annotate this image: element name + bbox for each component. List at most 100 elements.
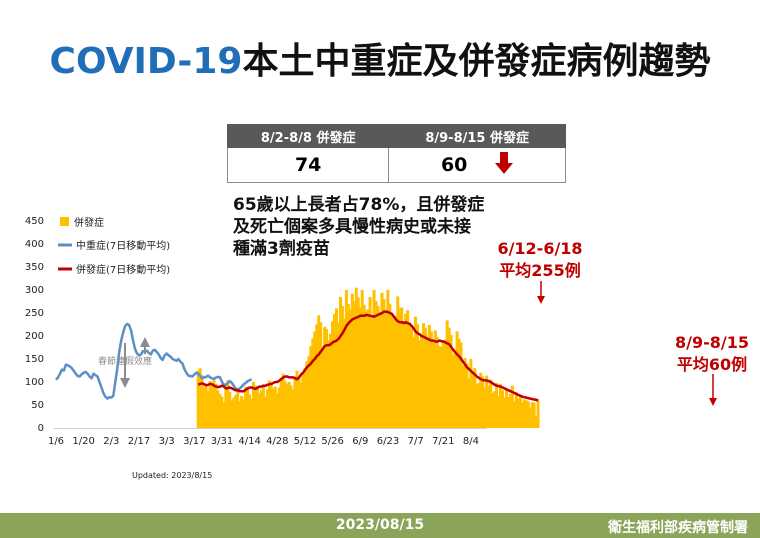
- complication-bar: [425, 337, 429, 428]
- complication-bar: [346, 303, 350, 428]
- complication-bar: [433, 330, 437, 428]
- complication-bar: [453, 350, 457, 428]
- complication-bar: [236, 390, 240, 428]
- x-tick-label: 7/21: [432, 436, 454, 447]
- complication-bar: [344, 290, 348, 428]
- complication-bar: [198, 368, 202, 428]
- complication-bar: [228, 392, 232, 428]
- complication-bar: [319, 322, 323, 428]
- complication-bar: [327, 340, 331, 428]
- complication-bar: [299, 382, 303, 428]
- peak-annotation-arrow: [537, 281, 545, 304]
- footer-organization: 衛生福利部疾病管制署: [608, 520, 748, 536]
- legend-label-complication-avg: 併發症(7日移動平均): [76, 263, 170, 276]
- complication-bar: [471, 373, 475, 428]
- latest-annotation-arrow: [709, 374, 717, 406]
- complication-bar: [508, 393, 512, 428]
- x-tick-label: 2/17: [128, 436, 150, 447]
- complication-bar: [419, 334, 423, 428]
- complication-bar: [530, 402, 534, 428]
- complication-bar: [305, 361, 309, 428]
- comparison-header-this-week: 8/9-8/15 併發症: [388, 124, 566, 148]
- x-tick-label: 8/4: [463, 436, 479, 447]
- this-week-count: 60: [440, 153, 468, 176]
- complication-bar: [510, 385, 514, 428]
- complication-bar: [354, 287, 358, 428]
- complication-bar: [491, 393, 495, 428]
- complication-bar: [271, 388, 275, 428]
- comparison-value-prev-week: 74: [226, 147, 390, 183]
- complication-bar: [380, 292, 384, 428]
- complication-bar: [485, 375, 489, 428]
- complication-moving-average-line: [197, 310, 539, 402]
- comparison-value-this-week: 60: [388, 147, 566, 183]
- complication-bar: [396, 296, 400, 428]
- complication-bar: [447, 327, 451, 428]
- complication-bar: [348, 309, 352, 428]
- complication-bar: [297, 378, 301, 428]
- elderly-risk-note: 65歲以上長者占78%，且併發症 及死亡個案多具慢性病史或未接 種滿3劑疫苗: [233, 195, 485, 259]
- complication-bar: [489, 379, 493, 428]
- x-tick-label: 3/31: [211, 436, 233, 447]
- complication-bar: [431, 340, 435, 428]
- legend-label-complications: 併發症: [74, 216, 104, 229]
- complication-bar: [386, 290, 390, 428]
- complication-bar: [289, 385, 293, 428]
- complication-bar: [506, 396, 510, 428]
- complication-bar: [240, 395, 244, 428]
- complication-bar: [208, 381, 212, 428]
- x-tick-label: 4/28: [266, 436, 288, 447]
- complication-bar: [338, 296, 342, 428]
- complication-bar: [204, 385, 208, 428]
- peak-arrow-icon: [537, 296, 545, 304]
- comparison-header-prev-week: 8/2-8/8 併發症: [226, 124, 390, 148]
- holiday-arrow-up-icon: [140, 337, 150, 347]
- complication-bar: [406, 310, 410, 428]
- complication-bar: [230, 400, 234, 428]
- x-tick-label: 6/23: [377, 436, 399, 447]
- complication-bar: [481, 376, 485, 428]
- complication-bar: [376, 306, 380, 428]
- complication-bar: [400, 307, 404, 428]
- complication-bar: [259, 390, 263, 428]
- complication-bar: [317, 315, 321, 428]
- x-tick-label: 1/6: [48, 436, 64, 447]
- complication-bar: [512, 401, 516, 428]
- x-tick-label: 1/20: [72, 436, 94, 447]
- complication-bar: [263, 396, 267, 428]
- complication-bar: [378, 312, 382, 428]
- complication-bar: [250, 398, 254, 428]
- comparison-header-row: 8/2-8/8 併發症 8/9-8/15 併發症: [226, 124, 566, 148]
- complication-bar: [220, 396, 224, 428]
- down-arrow-icon: [495, 151, 514, 179]
- complication-bar: [495, 382, 499, 428]
- legend-label-severe: 中重症(7日移動平均): [76, 239, 170, 252]
- complication-bar: [429, 331, 433, 428]
- complication-bar: [321, 350, 325, 428]
- complication-bar: [210, 382, 214, 428]
- complication-bar: [528, 407, 532, 428]
- complication-bar: [416, 324, 420, 428]
- complication-bar: [455, 331, 459, 428]
- x-tick-label: 6/9: [352, 436, 368, 447]
- complication-bar: [435, 336, 439, 428]
- complication-bar: [226, 380, 230, 428]
- complication-bar: [196, 370, 200, 428]
- complication-bar: [497, 395, 501, 428]
- complication-bar: [414, 316, 418, 428]
- latest-annotation: 8/9-8/15 平均60例: [675, 333, 749, 374]
- complication-bar: [518, 394, 522, 428]
- y-tick-label: 400: [25, 239, 44, 250]
- complication-bar: [350, 293, 354, 428]
- complication-bar: [398, 308, 402, 428]
- latest-arrow-icon: [709, 398, 717, 406]
- updated-label: Updated: 2023/8/15: [132, 471, 213, 480]
- complication-bar: [427, 324, 431, 428]
- complication-bar: [366, 309, 370, 428]
- complication-bar: [423, 327, 427, 428]
- y-axis: 0 50 100 150 200 250 300 350 400 450: [25, 216, 44, 434]
- x-tick-label: 4/14: [238, 436, 260, 447]
- complication-bar: [390, 313, 394, 428]
- y-tick-label: 200: [25, 331, 44, 342]
- complication-bar: [479, 372, 483, 428]
